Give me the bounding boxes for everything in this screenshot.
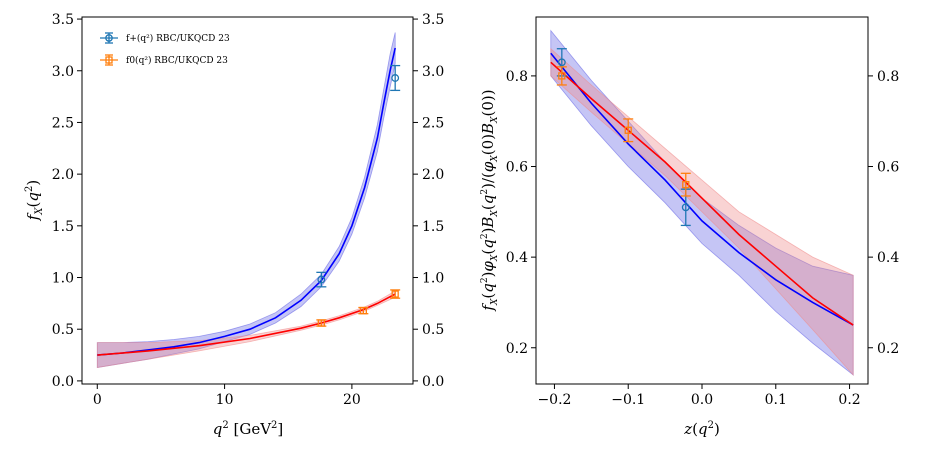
left-data-point-blue <box>316 271 327 288</box>
left-y-tick-label: 1.5 <box>52 219 74 235</box>
right-data-point-orange <box>680 172 691 197</box>
right-line-red <box>550 61 854 326</box>
left-y-tick-label-right: 0.5 <box>422 322 444 338</box>
legend-marker-square-icon <box>105 56 113 64</box>
left-y-tick-label-right: 0.0 <box>422 374 444 390</box>
right-y-tick-label: 0.6 <box>506 160 528 176</box>
right-y-tick-label: 0.8 <box>506 69 528 85</box>
right-y-tick-label-right: 0.6 <box>877 160 899 176</box>
left-plot-area <box>96 32 401 368</box>
right-panel: −0.2 −0.1 0.0 0.1 0.2 0.2 0.4 0.6 0.8 0.2 0.4 0.6… <box>479 16 899 438</box>
left-data-point-orange <box>390 289 401 299</box>
right-x-tick-label: 0.2 <box>838 392 860 408</box>
left-y-tick-label-right: 1.5 <box>422 219 444 235</box>
left-y-tick-label: 0.0 <box>52 374 74 390</box>
left-line-blue <box>97 47 396 356</box>
right-x-axis-label: z(q2) <box>683 420 720 438</box>
left-y-tick-label: 0.5 <box>52 322 74 338</box>
left-band-blue <box>96 32 396 368</box>
left-data-point-blue <box>390 64 401 92</box>
legend: f+(q²) RBC/UKQCD 23 f0(q²) RBC/UKQCD 23 <box>100 32 230 66</box>
right-line-blue <box>550 52 854 326</box>
right-y-ticks-right: 0.2 0.4 0.6 0.8 <box>868 69 899 357</box>
left-y-ticks: 0.0 0.5 1.0 1.5 2.0 2.5 3.0 3.5 <box>52 12 82 390</box>
left-y-tick-label: 3.5 <box>52 12 74 28</box>
left-panel: 0 10 20 0.0 0.5 1.0 1.5 2.0 2.5 3.0 3.5 0.0 0.5 1.0… <box>24 12 444 438</box>
right-y-tick-label-right: 0.2 <box>877 341 899 357</box>
left-x-tick-label: 0 <box>93 392 102 408</box>
left-data-point-orange <box>316 319 327 327</box>
left-y-tick-label: 1.0 <box>52 271 74 287</box>
right-y-ticks: 0.2 0.4 0.6 0.8 <box>506 69 536 357</box>
right-y-tick-label: 0.4 <box>506 250 528 266</box>
right-y-tick-label-right: 0.4 <box>877 250 899 266</box>
left-y-tick-label-right: 2.0 <box>422 167 444 183</box>
legend-label-fzero: f0(q²) RBC/UKQCD 23 <box>126 55 228 66</box>
left-y-axis-label: fX(q2) <box>24 180 45 221</box>
left-axes-frame <box>81 16 414 385</box>
right-data-point-orange <box>556 66 567 86</box>
legend-label-fplus: f+(q²) RBC/UKQCD 23 <box>126 33 230 44</box>
left-x-tick-label: 20 <box>343 392 361 408</box>
right-x-ticks: −0.2 −0.1 0.0 0.1 0.2 <box>537 384 861 408</box>
right-x-tick-label: 0.0 <box>691 392 713 408</box>
right-data-point-orange <box>623 118 634 143</box>
legend-marker-circle-icon <box>105 34 113 42</box>
right-x-tick-label: −0.2 <box>537 392 571 408</box>
left-y-ticks-right: 0.0 0.5 1.0 1.5 2.0 2.5 3.0 3.5 <box>413 12 444 390</box>
legend-entry-fplus: f+(q²) RBC/UKQCD 23 <box>100 32 230 44</box>
left-y-tick-label-right: 3.5 <box>422 12 444 28</box>
left-y-tick-label-right: 3.0 <box>422 64 444 80</box>
right-x-tick-label: −0.1 <box>611 392 645 408</box>
right-y-axis-label: fX(q2)φX(q2)BX(q2)/(φX(0)BX(0)) <box>479 89 500 311</box>
left-line-red <box>97 293 396 356</box>
left-y-tick-label-right: 1.0 <box>422 271 444 287</box>
right-y-tick-label: 0.2 <box>506 341 528 357</box>
legend-entry-fzero: f0(q²) RBC/UKQCD 23 <box>100 54 228 66</box>
right-x-tick-label: 0.1 <box>765 392 787 408</box>
left-y-tick-label: 2.0 <box>52 167 74 183</box>
left-x-ticks: 0 10 20 <box>93 384 361 408</box>
left-y-tick-label: 2.5 <box>52 115 74 131</box>
left-y-tick-label-right: 2.5 <box>422 115 444 131</box>
left-x-tick-label: 10 <box>216 392 234 408</box>
left-x-axis-label: q2 [GeV2] <box>213 420 284 438</box>
left-y-tick-label: 3.0 <box>52 64 74 80</box>
left-data-point-orange <box>358 306 369 315</box>
right-y-tick-label-right: 0.8 <box>877 69 899 85</box>
right-plot-area <box>550 29 854 376</box>
